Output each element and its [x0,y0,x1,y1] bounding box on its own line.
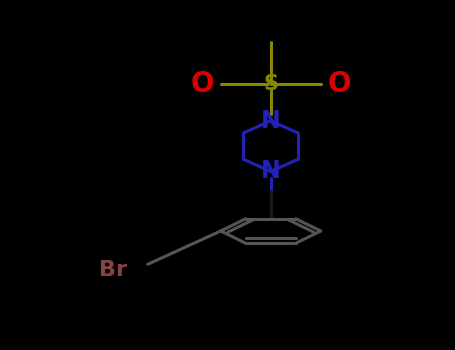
Text: Br: Br [99,259,127,280]
Text: S: S [263,74,278,94]
Text: N: N [261,109,281,133]
Text: O: O [190,70,214,98]
Text: O: O [328,70,351,98]
Text: N: N [261,160,281,183]
